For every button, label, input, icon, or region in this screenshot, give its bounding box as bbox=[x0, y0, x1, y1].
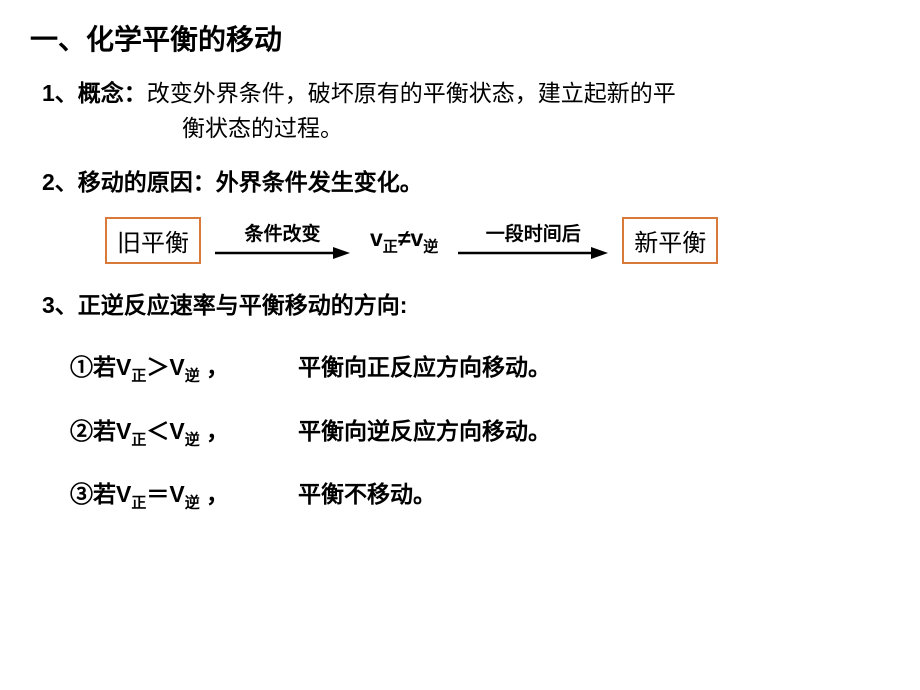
section-1-label: 1、概念： bbox=[42, 80, 147, 106]
rule-3-condition: ③若V正＝V逆 ， bbox=[70, 475, 270, 513]
rule-2-sub1: 正 bbox=[131, 431, 146, 448]
arrow-2-group: 一段时间后 bbox=[452, 219, 614, 262]
rule-2-suffix: ， bbox=[200, 418, 229, 444]
section-3-heading: 3、正逆反应速率与平衡移动的方向: bbox=[30, 286, 890, 320]
rule-2-result: 平衡向逆反应方向移动。 bbox=[298, 412, 551, 446]
rule-1-result: 平衡向正反应方向移动。 bbox=[298, 348, 551, 382]
slide-page: 一、化学平衡的移动 1、概念：改变外界条件，破坏原有的平衡状态，建立起新的平 衡… bbox=[0, 0, 920, 513]
rule-2-prefix: ②若V bbox=[70, 418, 131, 444]
rule-2-sub2: 逆 bbox=[185, 431, 200, 448]
rule-3-result: 平衡不移动。 bbox=[298, 475, 436, 509]
rule-3-op: ＝V bbox=[146, 481, 184, 507]
rule-2-condition: ②若V正＜V逆 ， bbox=[70, 412, 270, 450]
arrow-2-icon bbox=[458, 244, 608, 262]
section-1-line2: 衡状态的过程。 bbox=[42, 111, 343, 146]
arrow-1-label: 条件改变 bbox=[244, 219, 320, 246]
rule-1-suffix: ， bbox=[200, 354, 229, 380]
equilibrium-flow-diagram: 旧平衡 条件改变 v正≠v逆 一段时间后 新平衡 bbox=[30, 217, 890, 264]
v-reverse-symbol: v bbox=[410, 225, 423, 251]
section-1-concept: 1、概念：改变外界条件，破坏原有的平衡状态，建立起新的平 衡状态的过程。 bbox=[30, 76, 890, 145]
rule-1-prefix: ①若V bbox=[70, 354, 131, 380]
velocity-inequality: v正≠v逆 bbox=[364, 225, 444, 257]
rule-3-sub2: 逆 bbox=[185, 495, 200, 512]
new-equilibrium-box: 新平衡 bbox=[622, 217, 718, 264]
rule-2-op: ＜V bbox=[146, 418, 184, 444]
rule-3-sub1: 正 bbox=[131, 495, 146, 512]
rule-row-1: ①若V正＞V逆 ， 平衡向正反应方向移动。 bbox=[30, 348, 890, 386]
arrow-1-icon bbox=[215, 244, 350, 262]
arrow-2-label: 一段时间后 bbox=[486, 219, 581, 246]
v-forward-symbol: v bbox=[370, 225, 383, 251]
rule-row-3: ③若V正＝V逆 ， 平衡不移动。 bbox=[30, 475, 890, 513]
section-1-line1: 改变外界条件，破坏原有的平衡状态，建立起新的平 bbox=[147, 80, 676, 106]
rule-3-suffix: ， bbox=[200, 481, 229, 507]
v-forward-sub: 正 bbox=[383, 238, 398, 255]
v-reverse-sub: 逆 bbox=[423, 238, 438, 255]
section-2-reason: 2、移动的原因：外界条件发生变化。 bbox=[30, 163, 890, 197]
slide-title: 一、化学平衡的移动 bbox=[30, 18, 890, 58]
rule-1-sub1: 正 bbox=[131, 368, 146, 385]
rule-1-op: ＞V bbox=[146, 354, 184, 380]
neq-symbol: ≠ bbox=[398, 225, 411, 251]
rule-1-sub2: 逆 bbox=[185, 368, 200, 385]
rule-1-condition: ①若V正＞V逆 ， bbox=[70, 348, 270, 386]
rule-3-prefix: ③若V bbox=[70, 481, 131, 507]
old-equilibrium-box: 旧平衡 bbox=[105, 217, 201, 264]
arrow-1-group: 条件改变 bbox=[209, 219, 356, 262]
rule-row-2: ②若V正＜V逆 ， 平衡向逆反应方向移动。 bbox=[30, 412, 890, 450]
